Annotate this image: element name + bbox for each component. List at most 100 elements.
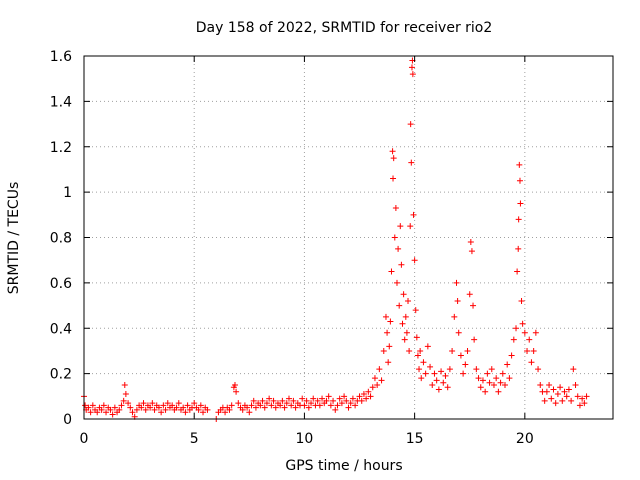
data-point [446,366,453,373]
data-point [195,406,202,413]
data-point [467,239,474,246]
data-point [142,406,149,413]
data-point [449,347,456,354]
data-point [471,336,478,343]
data-point [338,400,345,407]
data-point [257,402,264,409]
data-point [180,404,187,411]
data-point [486,379,493,386]
data-point [162,406,169,413]
data-point [501,381,508,388]
data-point [506,375,513,382]
x-axis-title: GPS time / hours [285,458,402,474]
data-point [164,400,171,407]
data-point [323,397,330,404]
data-point [121,381,128,388]
y-tick-label: 0.8 [50,231,72,247]
data-point [288,402,295,409]
data-point [277,402,284,409]
data-point [122,391,129,398]
data-point [407,121,414,128]
data-point [120,397,127,404]
data-point [389,148,396,155]
data-point [401,336,408,343]
data-point [407,223,414,230]
data-point [82,402,89,409]
data-point [548,395,555,402]
data-point [519,320,526,327]
data-point [283,400,290,407]
data-point [390,175,397,182]
y-tick-label: 1.2 [50,140,72,156]
data-point [386,343,393,350]
data-point [557,384,564,391]
data-point [376,366,383,373]
data-point [411,257,418,264]
data-point [561,388,568,395]
data-point [125,400,132,407]
data-point [356,393,363,400]
data-point [382,313,389,320]
data-point [246,409,253,416]
data-point [391,234,398,241]
data-point [424,343,431,350]
data-point [528,359,535,366]
data-point [515,245,522,252]
data-point [453,279,460,286]
data-point [490,381,497,388]
data-point [109,411,116,418]
data-point [535,366,542,373]
data-point [129,409,136,416]
data-point [572,381,579,388]
data-point [422,370,429,377]
data-point [460,370,467,377]
data-point [554,391,561,398]
data-point [521,329,528,336]
data-point [409,71,416,78]
data-point [479,377,486,384]
data-point [319,395,326,402]
y-tick-labels: 0 0.2 0.4 0.6 0.8 1 1.2 1.4 1.6 [50,49,72,428]
y-tick-label: 0.2 [50,367,72,383]
data-point [290,397,297,404]
data-point [226,406,233,413]
data-point [576,402,583,409]
data-point [427,363,434,370]
data-point [279,397,286,404]
data-point [259,397,266,404]
data-point [252,404,259,411]
data-point [94,409,101,416]
data-point [393,279,400,286]
data-point [473,366,480,373]
data-point [396,302,403,309]
data-point [184,402,191,409]
data-point [175,400,182,407]
data-point [239,406,246,413]
data-point [405,298,412,305]
data-point [470,302,477,309]
data-point [305,404,312,411]
data-point [451,313,458,320]
data-point [570,366,577,373]
data-point [89,402,96,409]
data-point [358,397,365,404]
axis-ticks [83,55,613,420]
data-point [111,404,118,411]
data-point [334,402,341,409]
data-point [397,223,404,230]
data-point [303,397,310,404]
data-point [499,370,506,377]
data-point [464,347,471,354]
y-tick-label: 1.6 [50,49,72,65]
data-point [140,400,147,407]
data-point [413,334,420,341]
data-point [182,409,189,416]
data-point [541,397,548,404]
data-point [374,381,381,388]
data-point [444,384,451,391]
data-point [497,379,504,386]
data-point [343,397,350,404]
data-point [314,397,321,404]
data-point [442,372,449,379]
data-point [579,395,586,402]
